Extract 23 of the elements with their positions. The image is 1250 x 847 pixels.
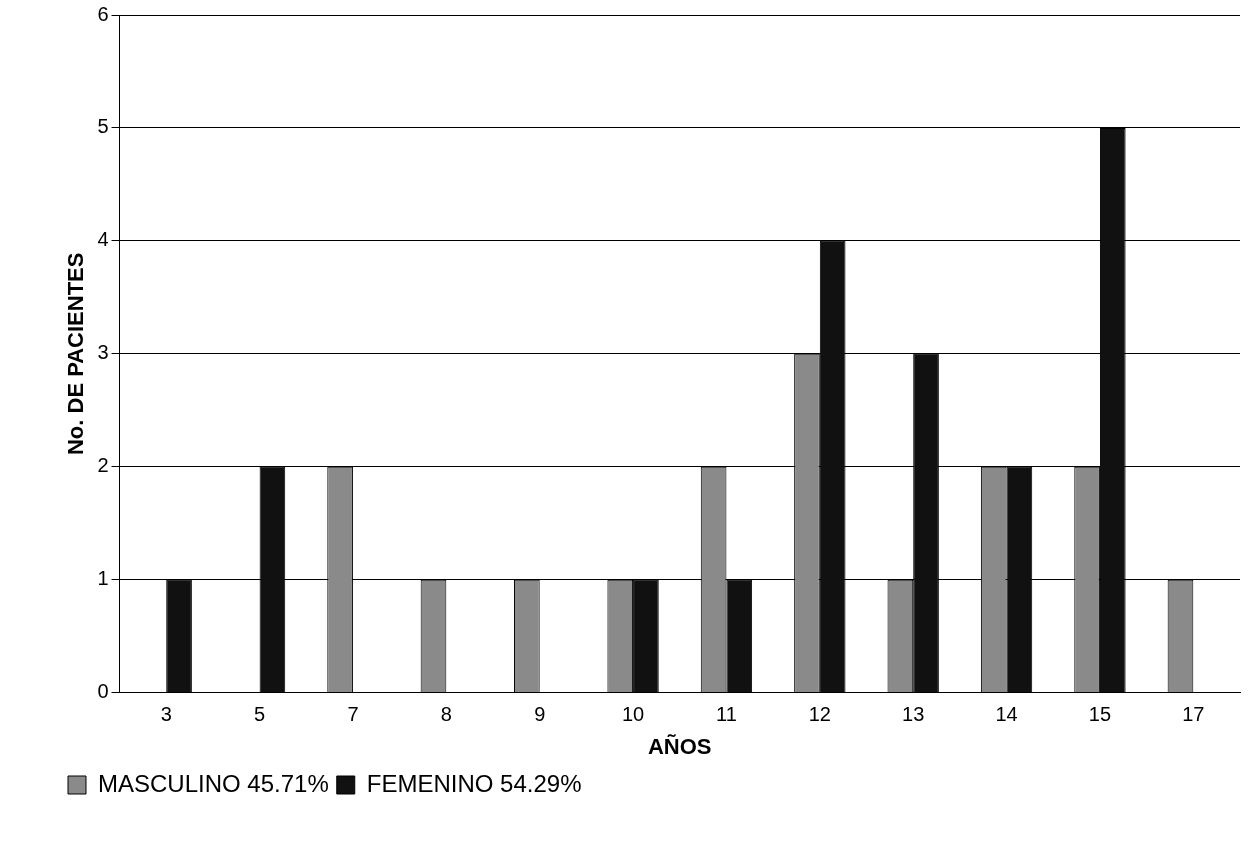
x-tick-label: 3 bbox=[160, 703, 172, 726]
x-tick-label: 15 bbox=[1088, 703, 1112, 726]
x-axis-title: AÑOS bbox=[647, 733, 712, 759]
x-tick-label: 9 bbox=[534, 703, 546, 726]
y-tick-label: 6 bbox=[97, 2, 109, 25]
x-tick-label: 17 bbox=[1182, 703, 1205, 726]
x-tick-label: 7 bbox=[347, 703, 359, 726]
y-tick-label: 1 bbox=[97, 567, 109, 590]
y-tick-label: 5 bbox=[97, 115, 109, 138]
y-tick-label: 3 bbox=[97, 341, 109, 364]
legend-label: FEMENINO 54.29% bbox=[366, 769, 582, 797]
y-tick-label: 2 bbox=[97, 454, 109, 477]
x-tick-label: 13 bbox=[902, 703, 925, 726]
x-tick-label: 8 bbox=[440, 703, 452, 726]
x-tick-label: 12 bbox=[808, 703, 831, 726]
x-tick-label: 14 bbox=[995, 703, 1018, 726]
x-tick-label: 5 bbox=[254, 703, 266, 726]
y-axis-title: No. DE PACIENTES bbox=[63, 252, 89, 456]
y-tick-label: 0 bbox=[97, 680, 109, 703]
x-tick-label: 11 bbox=[716, 703, 737, 726]
legend-label: MASCULINO 45.71% bbox=[98, 769, 329, 797]
y-tick-label: 4 bbox=[97, 228, 109, 251]
x-tick-label: 10 bbox=[621, 703, 645, 726]
